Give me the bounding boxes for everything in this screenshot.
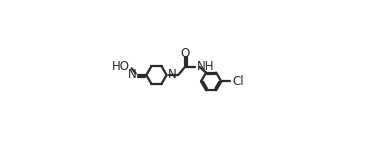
Text: N: N <box>127 68 136 81</box>
Text: N: N <box>168 68 176 81</box>
Text: O: O <box>181 47 190 60</box>
Text: HO: HO <box>112 60 130 73</box>
Text: NH: NH <box>197 60 214 73</box>
Text: Cl: Cl <box>232 75 244 88</box>
